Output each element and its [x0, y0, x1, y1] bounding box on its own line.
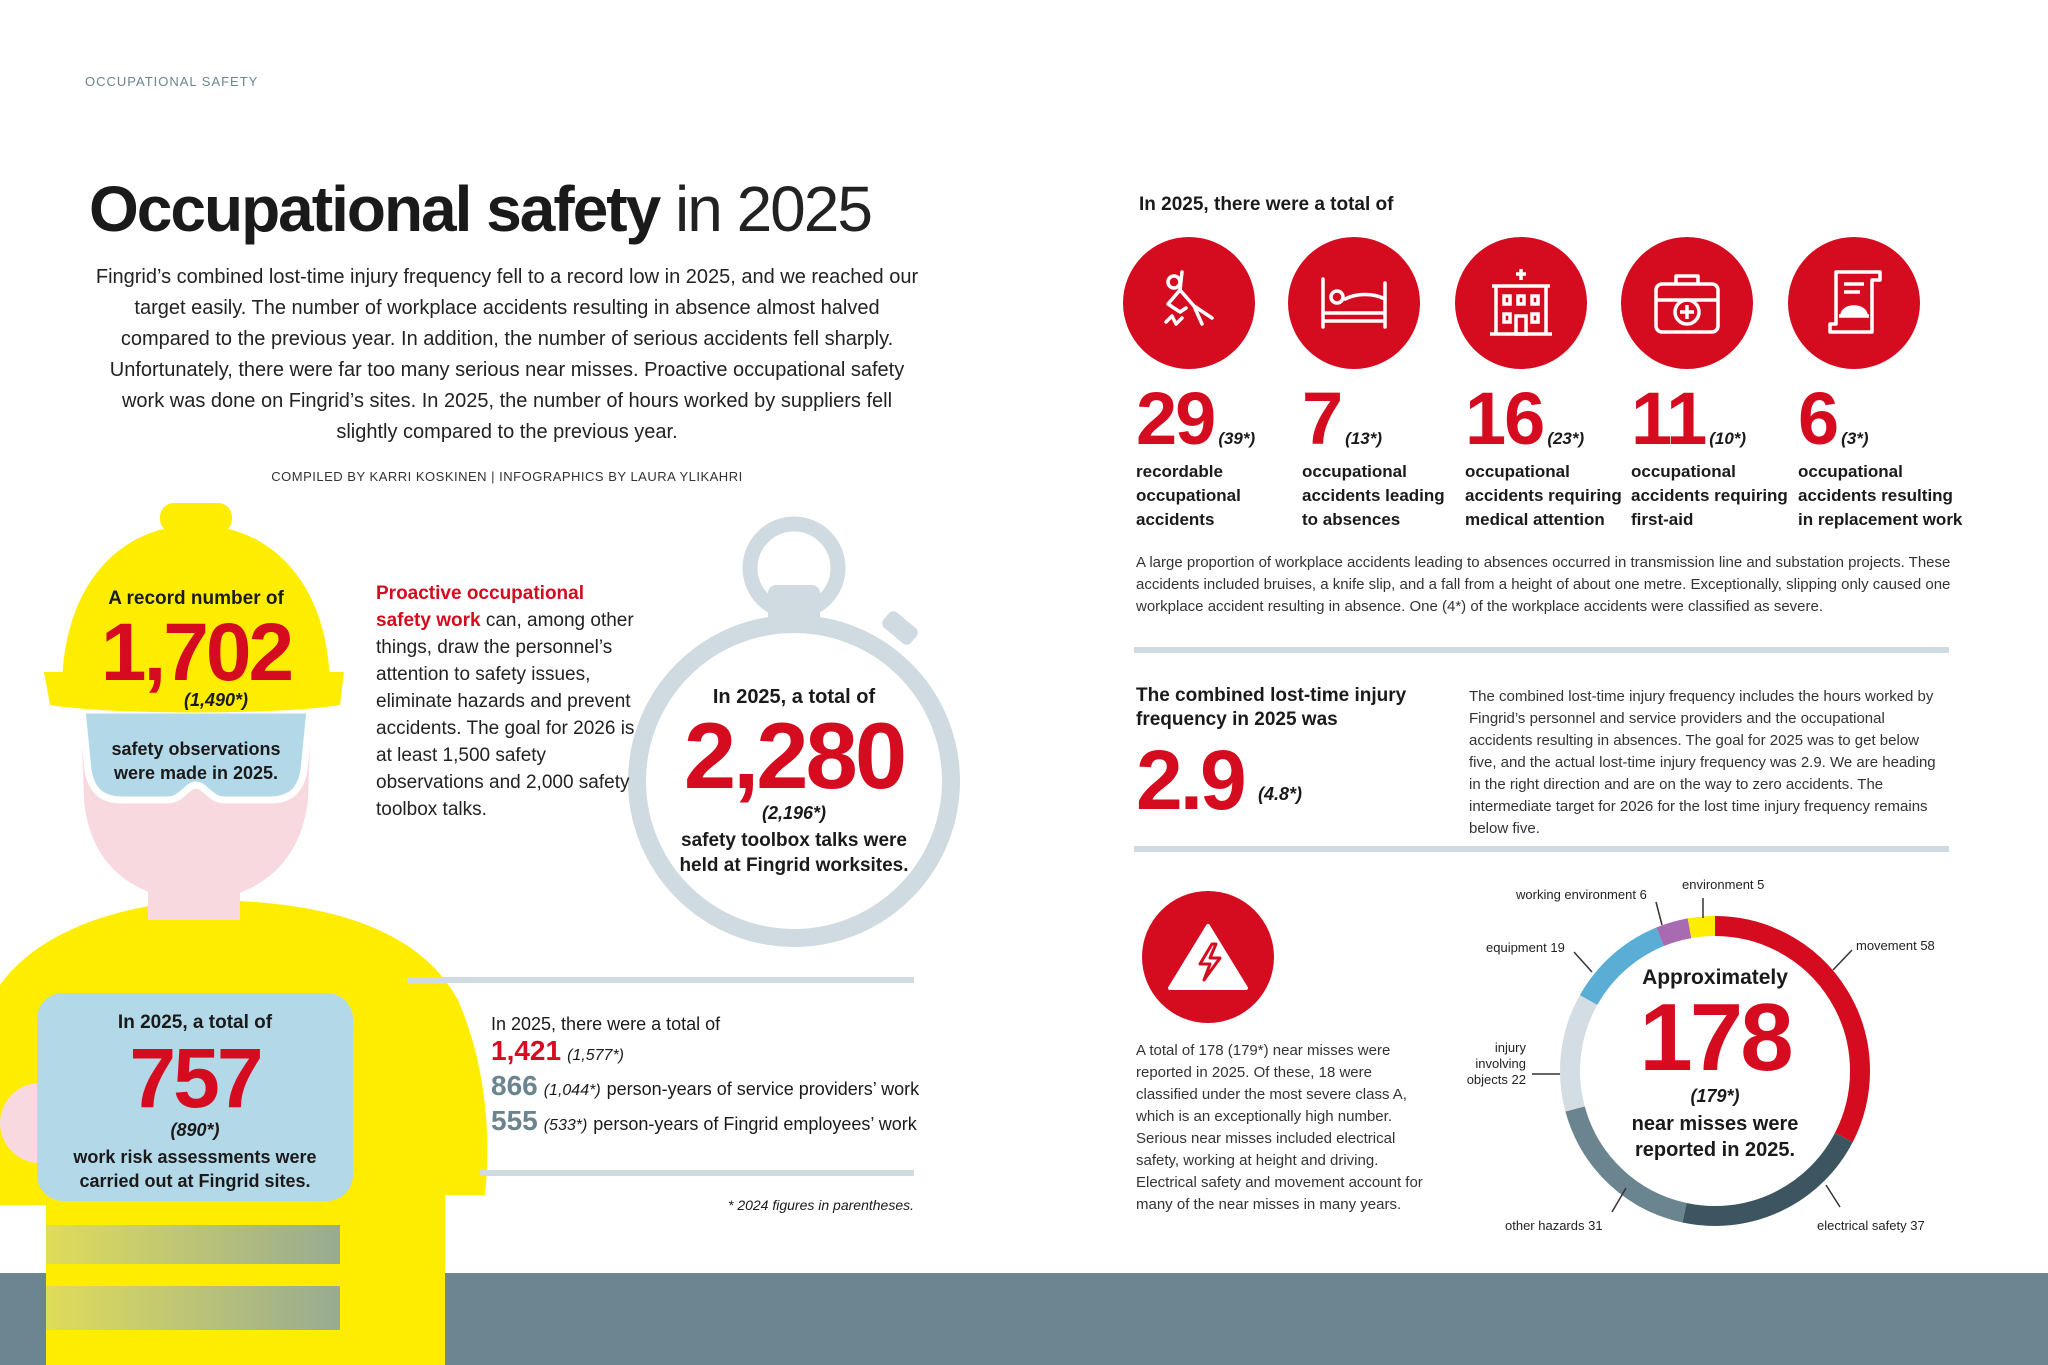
stat-label: work risk assessments were carried out at… — [73, 1147, 317, 1191]
first-aid-kit-icon — [1621, 237, 1753, 369]
bed-icon — [1288, 237, 1420, 369]
ltif-value: 2.9 — [1136, 733, 1247, 827]
accident-stat: 29 (39*) recordable occupational accidents — [1136, 377, 1256, 530]
stat-previous: (179*) — [1690, 1086, 1740, 1106]
donut-segment-electrical-safety — [1682, 1132, 1853, 1226]
falling-person-icon — [1123, 237, 1255, 369]
near-misses-text: A total of 178 (179*) near misses were r… — [1136, 1042, 1423, 1213]
donut-segment-other-hazards — [1565, 1106, 1687, 1223]
accident-stat: 11 (10*) occupational accidents requiring … — [1631, 377, 1788, 530]
stat-label: safety toolbox talks were held at Fingrid… — [679, 830, 909, 876]
credits: COMPILED BY KARRI KOSKINEN | INFOGRAPHIC… — [271, 469, 743, 484]
stat-prefix: In 2025, a total of — [712, 686, 876, 708]
stat-value: 2,280 — [683, 703, 907, 808]
accidents-note: A large proportion of workplace accident… — [1136, 554, 1951, 615]
reflective-stripe — [46, 1286, 340, 1330]
person-years-total: 1,421 (1,577*) — [491, 1035, 624, 1066]
safety-observations-stat: A record number of 1,702 (1,490*) safety… — [60, 588, 332, 785]
stat-previous: (2,196*) — [761, 803, 827, 823]
person-years-stat: In 2025, there were a total of 1,421 (1,5… — [491, 1014, 921, 1140]
stat-value: 757 — [129, 1031, 263, 1125]
near-miss-donut-chart — [1560, 916, 1870, 1226]
clipboard — [37, 993, 353, 1201]
footnote: * 2024 figures in parentheses. — [727, 1197, 914, 1213]
stopwatch-illustration — [628, 516, 960, 947]
donut-segment-equipment — [1579, 927, 1665, 1006]
donut-label-working-environment: working environment 6 — [1516, 887, 1647, 902]
donut-segment-environment — [1687, 916, 1716, 939]
accident-stat: 6 (3*) occupational accidents resulting in… — [1798, 377, 1963, 530]
donut-leader-lines — [1532, 898, 1853, 1213]
hospital-icon — [1455, 237, 1587, 369]
risk-assessments-stat: In 2025, a total of 757 (890*) work risk… — [40, 1012, 350, 1193]
ltif-previous: (4.8*) — [1258, 784, 1303, 804]
donut-label-environment: environment 5 — [1682, 877, 1765, 892]
ltif-heading: The combined lost-time injury frequency … — [1136, 685, 1407, 730]
accident-stat: 16 (23*) occupational accidents requiring … — [1465, 377, 1622, 530]
ltif-text: The combined lost-time injury frequency … — [1469, 688, 1936, 837]
title-light: in 2025 — [674, 173, 873, 245]
worker-illustration — [0, 503, 488, 1365]
proactive-highlight: Proactive occupational safety work — [376, 583, 585, 631]
electrical-warning-icon — [1142, 891, 1274, 1023]
accidents-heading: In 2025, there were a total of — [1139, 194, 1394, 215]
donut-center-text: Approximately 178 (179*) near misses wer… — [1565, 966, 1865, 1163]
donut-label-electrical-safety: electrical safety 37 — [1817, 1218, 1925, 1233]
stat-value: 178 — [1639, 984, 1793, 1091]
page-title: Occupational safety in 2025 — [89, 172, 873, 246]
donut-label-equipment: equipment 19 — [1486, 940, 1565, 955]
stat-label: safety observations were made in 2025. — [111, 739, 281, 783]
person-years-row: 866 (1,044*) person-years of service provi… — [491, 1070, 920, 1101]
stat-previous: (890*) — [170, 1120, 220, 1140]
helmet-brim — [44, 672, 344, 713]
section-label: OCCUPATIONAL SAFETY — [85, 74, 259, 89]
donut-label-other-hazards: other hazards 31 — [1505, 1218, 1603, 1233]
stat-prefix: In 2025, a total of — [117, 1012, 273, 1033]
stat-value: 1,702 — [100, 607, 294, 698]
donut-segment-working-environment — [1656, 918, 1692, 947]
donut-label-injury-involving-objects: injury involving objects 22 — [1466, 1040, 1526, 1087]
accident-stat: 7 (13*) occupational accidents leading to … — [1302, 377, 1445, 530]
donut-label-movement: movement 58 — [1856, 938, 1935, 953]
person-years-row: 555 (533*) person-years of Fingrid employe… — [491, 1105, 917, 1136]
reflective-stripe — [46, 1225, 340, 1264]
proactive-safety-text: Proactive occupational safety work can, … — [376, 580, 636, 823]
helmet-dome — [62, 525, 330, 690]
stat-prefix: In 2025, there were a total of — [491, 1014, 721, 1034]
stat-label: near misses were reported in 2025. — [1631, 1113, 1799, 1161]
safety-glasses — [78, 706, 314, 804]
stat-prefix: Approximately — [1642, 966, 1788, 989]
stat-prefix: A record number of — [108, 588, 284, 609]
proactive-body: can, among other things, draw the person… — [376, 610, 635, 820]
toolbox-talks-stat: In 2025, a total of 2,280 (2,196*) safet… — [644, 686, 944, 878]
donut-segment-movement — [1714, 916, 1870, 1143]
helmet-top — [160, 503, 232, 533]
title-bold: Occupational safety — [89, 173, 661, 245]
stat-previous: (1,490*) — [183, 690, 249, 710]
donut-segment-injury-involving-objects — [1560, 995, 1598, 1112]
intro-paragraph: Fingrid’s combined lost-time injury freq… — [95, 266, 919, 443]
document-helmet-icon — [1788, 237, 1920, 369]
